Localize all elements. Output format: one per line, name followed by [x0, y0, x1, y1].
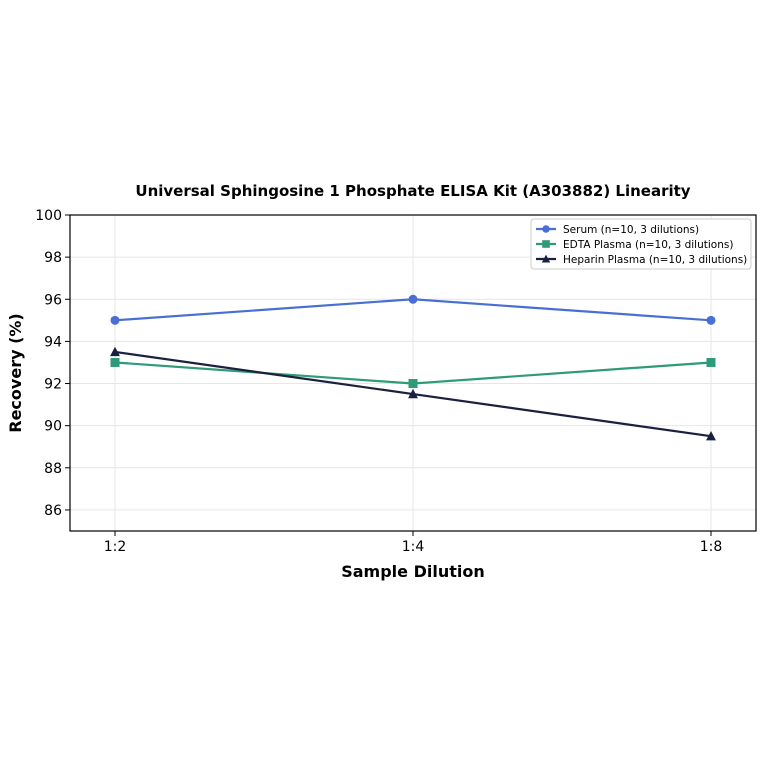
- x-tick-label: 1:8: [700, 539, 723, 555]
- data-point-square: [706, 357, 716, 367]
- data-point-circle: [408, 294, 418, 304]
- y-tick-label: 92: [44, 377, 62, 393]
- y-axis-label: Recovery (%): [6, 313, 25, 432]
- data-point-circle: [542, 225, 550, 233]
- chart-title: Universal Sphingosine 1 Phosphate ELISA …: [135, 182, 690, 200]
- series-2: [110, 346, 716, 441]
- x-axis-label: Sample Dilution: [341, 562, 485, 581]
- legend-entry: Serum (n=10, 3 dilutions): [536, 224, 699, 236]
- legend-entry: EDTA Plasma (n=10, 3 dilutions): [536, 239, 733, 251]
- y-axis-ticks: 86 88 90 92 94 96 98 100: [35, 208, 70, 519]
- data-point-square: [408, 379, 418, 389]
- data-point-circle: [706, 315, 716, 325]
- series-0: [110, 294, 716, 325]
- y-tick-label: 100: [35, 208, 62, 224]
- data-point-square: [110, 357, 120, 367]
- legend-box: [530, 218, 752, 270]
- data-point-triangle: [541, 254, 551, 263]
- y-tick-label: 90: [44, 419, 62, 435]
- legend-entry: Heparin Plasma (n=10, 3 dilutions): [536, 254, 747, 266]
- x-axis-ticks: 1:2 1:4 1:8: [104, 531, 723, 555]
- data-point-triangle: [408, 388, 418, 399]
- x-tick-label: 1:4: [402, 539, 425, 555]
- y-tick-label: 96: [44, 292, 62, 308]
- y-tick-label: 98: [44, 250, 62, 266]
- legend-label: EDTA Plasma (n=10, 3 dilutions): [563, 239, 733, 251]
- legend-label: Heparin Plasma (n=10, 3 dilutions): [563, 254, 747, 266]
- data-point-triangle: [706, 431, 716, 441]
- y-tick-label: 86: [44, 503, 62, 519]
- data-point-circle: [110, 315, 120, 325]
- x-tick-label: 1:2: [104, 539, 127, 555]
- data-point-triangle: [110, 346, 120, 357]
- y-tick-label: 94: [44, 334, 62, 350]
- legend: Serum (n=10, 3 dilutions) EDTA Plasma (n=…: [530, 218, 752, 270]
- y-tick-label: 88: [44, 461, 62, 477]
- data-point-square: [542, 240, 550, 248]
- series-layer: [110, 294, 716, 441]
- legend-label: Serum (n=10, 3 dilutions): [563, 224, 699, 236]
- series-1: [110, 357, 716, 389]
